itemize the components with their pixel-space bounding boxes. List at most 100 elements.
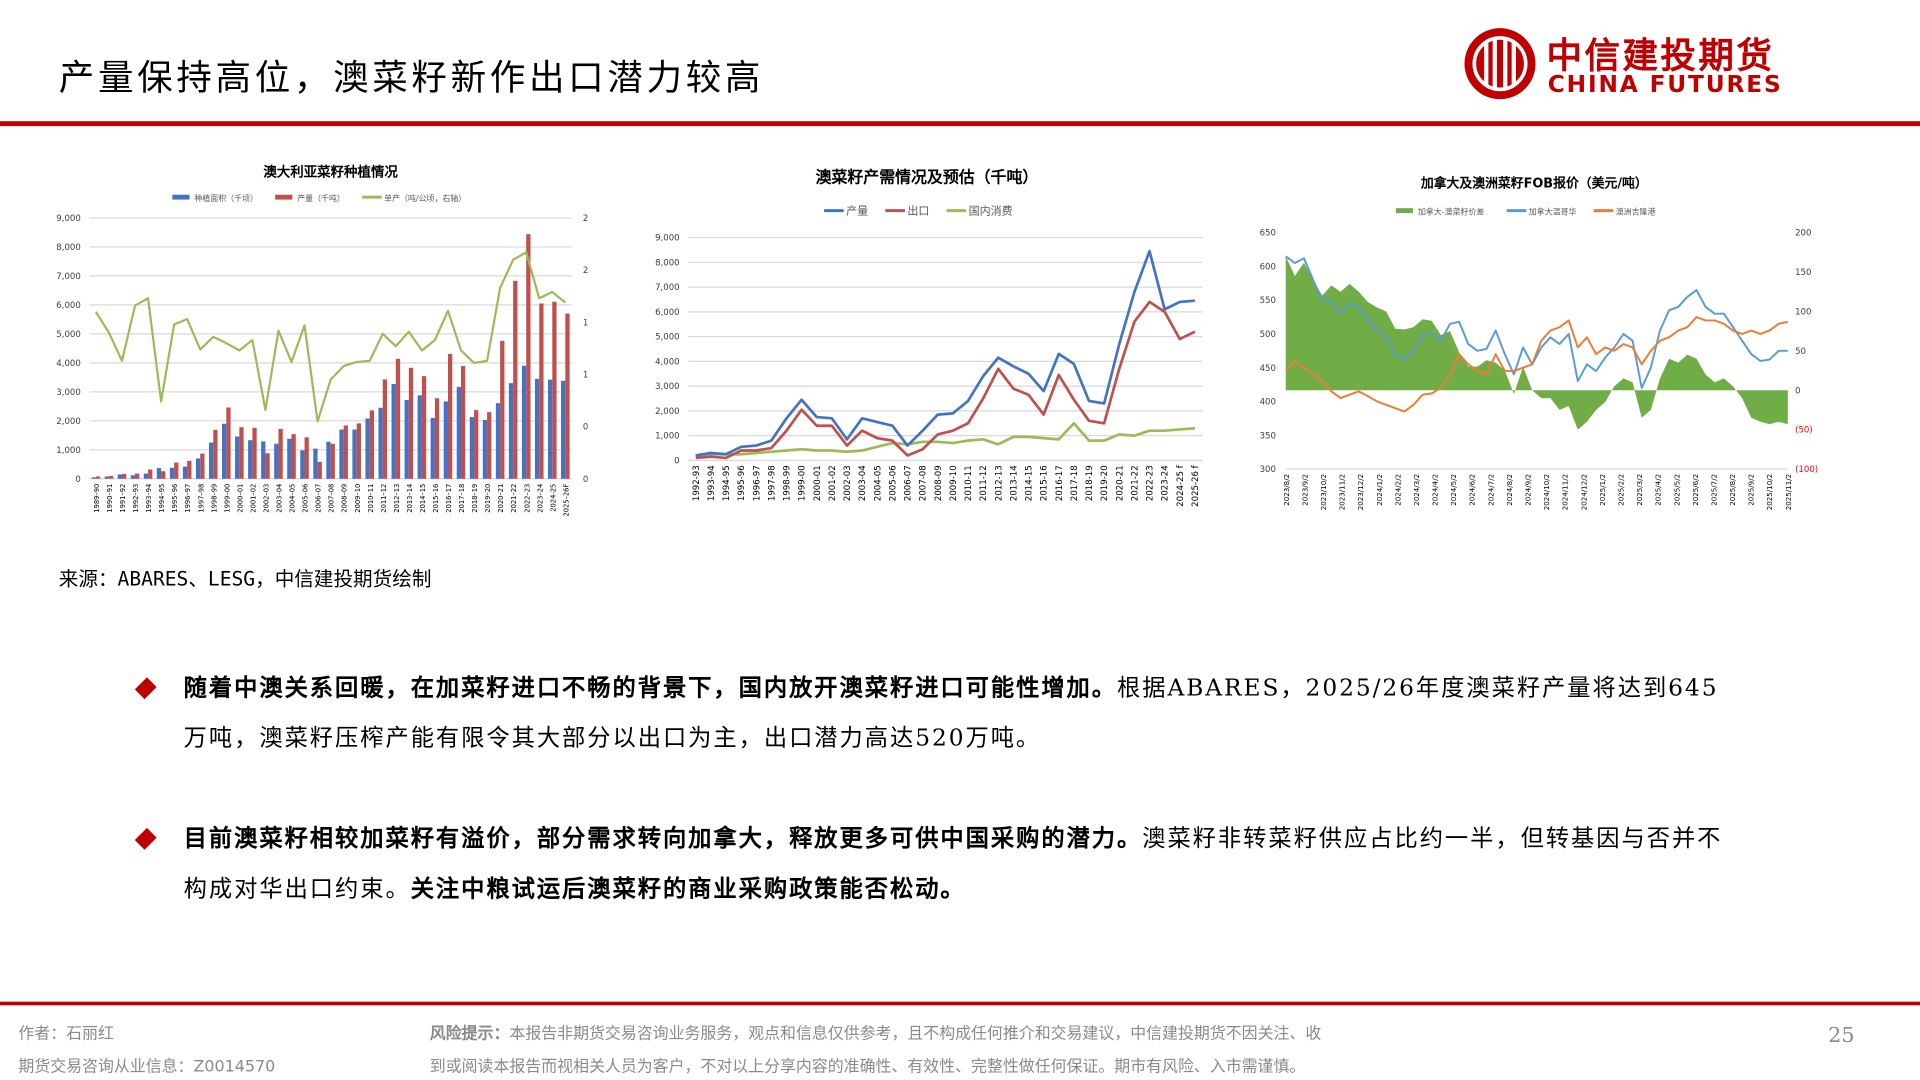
x-tick-label: 2005–06	[302, 484, 310, 513]
x-tick-label: 2007-08	[919, 465, 929, 501]
x-tick-label: 1997-98	[767, 465, 777, 501]
x-tick-label: 2023-24	[1161, 465, 1171, 501]
diamond-bullet-icon	[134, 827, 157, 850]
x-tick-label: 2013–14	[406, 484, 414, 513]
x-tick-label: 2016–17	[445, 484, 453, 513]
y-tick-label: 6,000	[655, 308, 680, 318]
x-tick-label: 2025/3/2	[1635, 474, 1644, 506]
line-production	[695, 249, 1196, 457]
y-tick-label: 200	[1795, 229, 1811, 239]
y-tick-label: 300	[1260, 465, 1276, 475]
bullet-point-2: 目前澳菜籽相较加菜籽有溢价，部分需求转向加拿大，释放更多可供中国采购的潜力。澳菜…	[134, 814, 1729, 914]
chart-fob-price: 加拿大及澳洲菜籽FOB报价（美元/吨） 加拿大-澳菜籽价差 加拿大温哥华 澳洲吉隆港 3…	[1260, 175, 1819, 510]
x-tick-label: 1990–91	[106, 484, 114, 513]
bar-area	[274, 443, 279, 479]
x-tick-label: 2012–13	[393, 484, 401, 513]
x-tick-label: 2008-09	[934, 465, 944, 501]
x-tick-label: 2025/6/2	[1691, 474, 1700, 506]
bar-production	[434, 398, 440, 479]
x-tick-label: 2025/4/2	[1654, 474, 1663, 506]
legend-label: 产量（千吨）	[297, 193, 345, 203]
bar-production	[239, 427, 244, 479]
x-tick-label: 2025-26 f	[1191, 464, 1201, 506]
line-vancouver	[1285, 255, 1788, 389]
x-tick-label: 2002-03	[843, 465, 853, 501]
y-tick-label: 4,000	[56, 359, 81, 369]
y-tick-label: 5,000	[56, 330, 81, 340]
bar-area	[561, 380, 566, 479]
bar-area	[117, 474, 122, 479]
bar-production	[539, 303, 544, 479]
y-tick-label: 9,000	[655, 234, 680, 244]
y-tick-label: 2,000	[655, 407, 680, 417]
y-tick-label: 2.50	[583, 214, 588, 224]
x-tick-label: 2021–22	[510, 484, 518, 513]
x-tick-label: 2023/12/2	[1356, 474, 1365, 510]
x-tick-label: 2006–07	[315, 484, 323, 513]
x-tick-label: 2000-01	[813, 465, 823, 501]
bar-production	[187, 460, 192, 479]
bar-production	[330, 443, 335, 479]
x-tick-label: 2021-22	[1130, 465, 1140, 501]
bar-production	[200, 453, 205, 479]
x-tick-label: 2024-25	[549, 484, 557, 512]
x-tick-label: 2022–23	[523, 484, 531, 513]
x-tick-label: 2025/2/2	[1616, 474, 1625, 506]
bar-production	[565, 313, 570, 479]
y-tick-label: 6,000	[56, 301, 81, 311]
y-tick-label: 0	[674, 456, 679, 466]
x-tick-label: 2004–05	[289, 484, 297, 513]
header-divider	[0, 121, 1920, 127]
bar-area	[222, 423, 227, 479]
x-tick-label: 2025–26F	[562, 484, 570, 517]
x-tick-label: 2017-18	[1070, 465, 1080, 501]
x-tick-label: 2014–15	[419, 484, 427, 513]
x-tick-label: 2006-07	[904, 465, 914, 501]
x-tick-label: 2024/7/2	[1486, 474, 1495, 506]
bar-area	[208, 442, 214, 479]
x-tick-label: 1993-94	[707, 465, 717, 501]
bar-production	[513, 280, 518, 479]
bar-production	[382, 379, 388, 479]
y-tick-label: 650	[1260, 229, 1276, 239]
bar-area	[534, 378, 540, 479]
x-tick-label: 2025/7/2	[1709, 474, 1718, 506]
bullet-point-1: 随着中澳关系回暖，在加菜籽进口不畅的背景下，国内放开澳菜籽进口可能性增加。根据A…	[134, 664, 1729, 764]
y-tick-label: 3,000	[56, 388, 81, 398]
x-tick-label: 1994-95	[722, 465, 732, 501]
bar-area	[352, 429, 357, 479]
y-tick-label: 3,000	[655, 382, 680, 392]
legend-swatch	[275, 194, 293, 200]
risk-warning-line2: 到或阅读本报告而视相关人员为客户，不对以上分享内容的准确性、有效性、完整性做任何…	[429, 1057, 1306, 1077]
x-tick-label: 2013-14	[1009, 465, 1019, 501]
x-tick-label: 1996–97	[184, 484, 192, 513]
x-tick-label: 2024/3/2	[1412, 474, 1421, 506]
bar-area	[91, 477, 96, 479]
bar-production	[304, 437, 309, 479]
bar-production	[121, 473, 127, 479]
x-tick-label: 2008–09	[341, 484, 349, 513]
x-tick-label: 2025/9/2	[1747, 474, 1756, 506]
page-number: 25	[1828, 1023, 1855, 1049]
x-tick-label: 1991–92	[119, 484, 127, 513]
x-tick-label: 2024/11/2	[1561, 474, 1570, 510]
bar-area	[143, 473, 149, 479]
bar-area	[456, 386, 462, 479]
bullet-bold-text: 目前澳菜籽相较加菜籽有溢价，部分需求转向加拿大，释放更多可供中国采购的潜力。	[183, 825, 1143, 853]
line-export	[695, 300, 1196, 460]
bar-area	[365, 418, 370, 479]
line-geelong	[1284, 316, 1788, 413]
y-tick-label: 1.50	[583, 318, 588, 328]
bar-area	[313, 448, 318, 479]
x-tick-label: 2015–16	[432, 484, 440, 513]
bar-production	[395, 358, 401, 479]
x-tick-label: 1993–94	[145, 484, 153, 513]
x-tick-label: 2002–03	[262, 484, 270, 513]
chart-title: 加拿大及澳洲菜籽FOB报价（美元/吨）	[1420, 175, 1648, 191]
bar-production	[278, 428, 283, 479]
bar-production	[226, 407, 231, 479]
x-tick-label: 2004-05	[873, 465, 883, 501]
legend-swatch	[172, 194, 190, 200]
y-tick-label: 400	[1260, 398, 1276, 408]
x-tick-label: 1995-96	[737, 465, 747, 501]
